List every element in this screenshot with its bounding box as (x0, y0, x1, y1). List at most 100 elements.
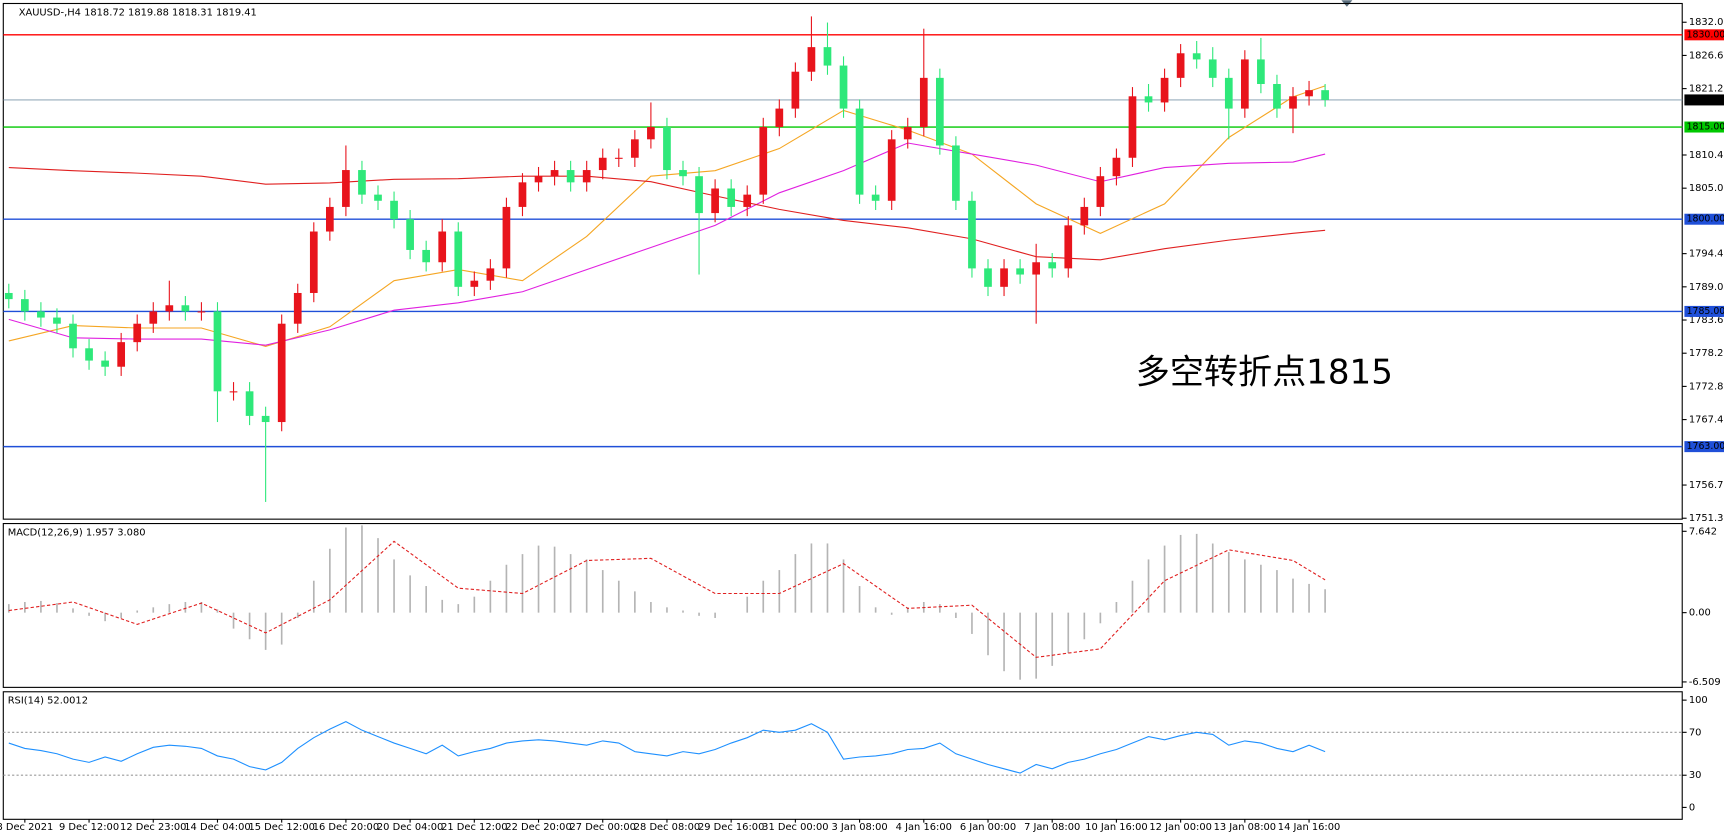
candle-body (791, 71, 800, 109)
level-tag (1684, 121, 1724, 133)
x-tick-label: 12 Dec 23:00 (120, 822, 186, 833)
candle-body (1064, 225, 1073, 269)
candle-body (663, 127, 671, 171)
candle-body (1208, 59, 1217, 78)
x-tick-label: 4 Jan 16:00 (896, 822, 952, 833)
x-tick-label: 13 Jan 08:00 (1214, 822, 1277, 833)
y-tick-label: 1794.40 (1689, 249, 1724, 260)
x-tick-label: 3 Jan 08:00 (831, 822, 887, 833)
candle-body (4, 292, 13, 300)
y-tick-label: 1805.05 (1689, 183, 1724, 194)
candle-body (743, 194, 752, 207)
y-tick-label: 7.642 (1689, 526, 1717, 537)
level-label: 1815.00 (1687, 122, 1724, 133)
y-tick-label: 1832.05 (1689, 17, 1724, 28)
x-tick-label: 6 Jan 00:00 (960, 822, 1016, 833)
candle-body (647, 127, 655, 140)
candle-body (727, 188, 736, 207)
x-tick-label: 8 Dec 2021 (0, 822, 53, 833)
candle-body (1176, 53, 1185, 78)
candle-body (1016, 268, 1024, 275)
x-tick-label: 15 Dec 12:00 (248, 822, 314, 833)
candle-body (1240, 59, 1249, 109)
moving-average (8, 167, 1326, 261)
candle-body (470, 280, 479, 287)
candle-body (1224, 77, 1233, 109)
candle-body (133, 323, 142, 343)
candle-body (181, 305, 190, 312)
level-tag (1684, 305, 1724, 317)
y-tick-label: 30 (1689, 770, 1702, 781)
candle-body (1321, 90, 1329, 100)
panel-frame (2, 2, 1683, 520)
panel-title: XAUUSD-,H4 1818.72 1819.88 1818.31 1819.… (19, 7, 257, 18)
x-tick-label: 20 Dec 04:00 (377, 822, 443, 833)
y-tick-label: 1756.75 (1689, 480, 1724, 491)
candle-body (502, 206, 511, 269)
candle-body (293, 292, 302, 324)
candle-body (438, 231, 447, 263)
candle-body (1000, 268, 1008, 287)
y-tick-label: 1767.40 (1689, 415, 1724, 426)
candle-body (406, 219, 414, 250)
x-tick-label: 21 Dec 12:00 (441, 822, 507, 833)
candle-body (823, 47, 832, 66)
y-tick-label: -6.509 (1689, 677, 1721, 688)
last-price-tag (1684, 94, 1724, 106)
candle-body (165, 305, 174, 312)
candle-body (984, 268, 992, 287)
x-tick-label: 14 Dec 04:00 (184, 822, 250, 833)
candle-body (614, 157, 623, 159)
candle-body (1032, 262, 1041, 275)
x-tick-label: 9 Dec 12:00 (59, 822, 119, 833)
rsi-line (8, 720, 1326, 774)
candle-body (309, 231, 318, 293)
x-tick-label: 12 Jan 00:00 (1149, 822, 1212, 833)
candle-body (342, 170, 350, 207)
candle-body (358, 170, 366, 195)
candle-body (1128, 96, 1137, 158)
y-tick-label: 70 (1689, 727, 1702, 738)
x-tick-label: 28 Dec 08:00 (634, 822, 700, 833)
candle-body (695, 176, 703, 214)
candle-body (871, 194, 880, 201)
x-tick-label: 16 Dec 20:00 (313, 822, 379, 833)
candle-body (598, 157, 607, 171)
level-label: 1800.00 (1687, 214, 1724, 225)
x-tick-label: 29 Dec 16:00 (698, 822, 764, 833)
candle-body (374, 194, 382, 201)
candle-body (229, 391, 238, 393)
candle-body (1048, 262, 1057, 269)
x-tick-label: 14 Jan 16:00 (1278, 822, 1341, 833)
x-tick-label: 22 Dec 20:00 (505, 822, 571, 833)
candle-body (1257, 59, 1265, 85)
y-tick-label: 100 (1689, 695, 1708, 706)
y-tick-label: 0 (1689, 802, 1695, 813)
candle-body (1096, 176, 1105, 207)
level-label: 1830.00 (1687, 29, 1724, 40)
candle-body (903, 127, 912, 140)
candle-body (197, 311, 206, 313)
level-tag (1684, 213, 1724, 225)
y-tick-label: 0.00 (1689, 608, 1711, 619)
candle-body (679, 170, 687, 177)
x-tick-label: 27 Dec 00:00 (570, 822, 636, 833)
candle-body (968, 200, 976, 269)
y-tick-label: 1783.60 (1689, 315, 1724, 326)
candle-body (1160, 77, 1169, 103)
signal-line (8, 540, 1326, 658)
candle-body (213, 311, 222, 392)
candle-body (486, 268, 495, 281)
candle-body (1112, 157, 1121, 177)
level-label: 1763.00 (1687, 441, 1724, 452)
y-tick-label: 1751.35 (1689, 513, 1724, 524)
candle-body (759, 127, 768, 195)
y-tick-label: 1789.00 (1689, 282, 1724, 293)
candle-body (630, 139, 639, 158)
candle-body (711, 188, 719, 214)
y-tick-label: 1810.45 (1689, 150, 1724, 161)
candle-body (550, 170, 559, 177)
candle-body (1192, 53, 1201, 60)
candle-body (1080, 206, 1089, 226)
